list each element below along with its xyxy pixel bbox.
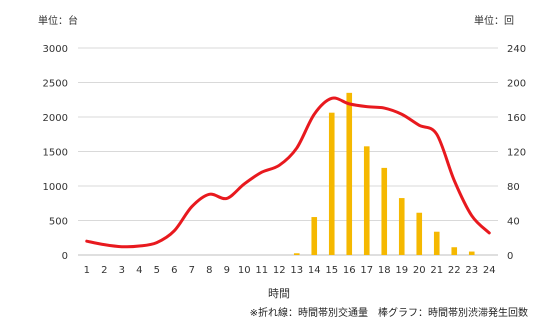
congestion-bar <box>293 253 300 255</box>
x-axis-label: 時間 <box>268 287 290 300</box>
x-tick-label: 22 <box>448 265 461 276</box>
right-tick-label: 40 <box>507 217 520 228</box>
left-tick-label: 2500 <box>43 79 68 90</box>
right-axis-unit: 単位：回 <box>474 14 514 27</box>
x-tick-label: 21 <box>430 265 443 276</box>
right-tick-label: 0 <box>507 251 513 262</box>
right-tick-label: 200 <box>507 79 526 90</box>
left-axis-ticks: 0 500 1000 1500 2000 2500 3000 <box>43 44 68 262</box>
congestion-bar <box>416 212 423 255</box>
left-tick-label: 500 <box>49 217 68 228</box>
left-tick-label: 1500 <box>43 148 68 159</box>
congestion-bar <box>346 92 353 255</box>
x-tick-label: 13 <box>290 265 303 276</box>
x-tick-label: 7 <box>189 265 195 276</box>
x-tick-label: 5 <box>154 265 160 276</box>
congestion-bar <box>381 167 388 255</box>
congestion-bar <box>451 247 458 255</box>
x-tick-label: 9 <box>224 265 230 276</box>
left-tick-label: 2000 <box>43 113 68 124</box>
left-tick-label: 0 <box>62 251 68 262</box>
x-tick-label: 18 <box>378 265 391 276</box>
congestion-bar <box>363 146 370 255</box>
congestion-bar <box>468 251 475 255</box>
congestion-bar <box>311 217 318 255</box>
x-tick-label: 19 <box>395 265 408 276</box>
traffic-volume-line <box>85 96 491 249</box>
congestion-bar <box>328 112 335 255</box>
left-axis-unit: 単位：台 <box>38 14 78 27</box>
x-tick-label: 6 <box>171 265 177 276</box>
x-tick-label: 10 <box>238 265 251 276</box>
traffic-line <box>85 96 491 249</box>
x-axis-ticks: 1 2 3 4 5 6 7 8 9 10 11 12 13 14 15 16 17 18 19 20 21 22 23 24 <box>84 265 496 276</box>
right-tick-label: 80 <box>507 182 520 193</box>
congestion-bars <box>293 92 475 255</box>
x-tick-label: 12 <box>273 265 286 276</box>
right-axis-ticks: 0 40 80 120 160 200 240 <box>507 44 526 262</box>
x-tick-label: 15 <box>325 265 338 276</box>
x-tick-label: 4 <box>136 265 142 276</box>
right-tick-label: 160 <box>507 113 526 124</box>
x-tick-label: 11 <box>255 265 268 276</box>
x-tick-label: 2 <box>101 265 107 276</box>
congestion-bar <box>433 231 440 255</box>
right-tick-label: 120 <box>507 148 526 159</box>
gridlines <box>78 47 498 256</box>
left-tick-label: 3000 <box>43 44 68 55</box>
x-tick-label: 24 <box>483 265 496 276</box>
x-tick-label: 17 <box>360 265 373 276</box>
x-tick-label: 8 <box>206 265 212 276</box>
left-tick-label: 1000 <box>43 182 68 193</box>
x-tick-label: 23 <box>465 265 478 276</box>
x-tick-label: 14 <box>308 265 321 276</box>
x-tick-label: 16 <box>343 265 356 276</box>
x-tick-label: 20 <box>413 265 426 276</box>
chart-footnote: ※折れ線：時間帯別交通量 棒グラフ：時間帯別渋滞発生回数 <box>250 306 528 319</box>
right-tick-label: 240 <box>507 44 526 55</box>
x-tick-label: 3 <box>119 265 125 276</box>
x-tick-label: 1 <box>84 265 90 276</box>
congestion-bar <box>398 198 405 255</box>
